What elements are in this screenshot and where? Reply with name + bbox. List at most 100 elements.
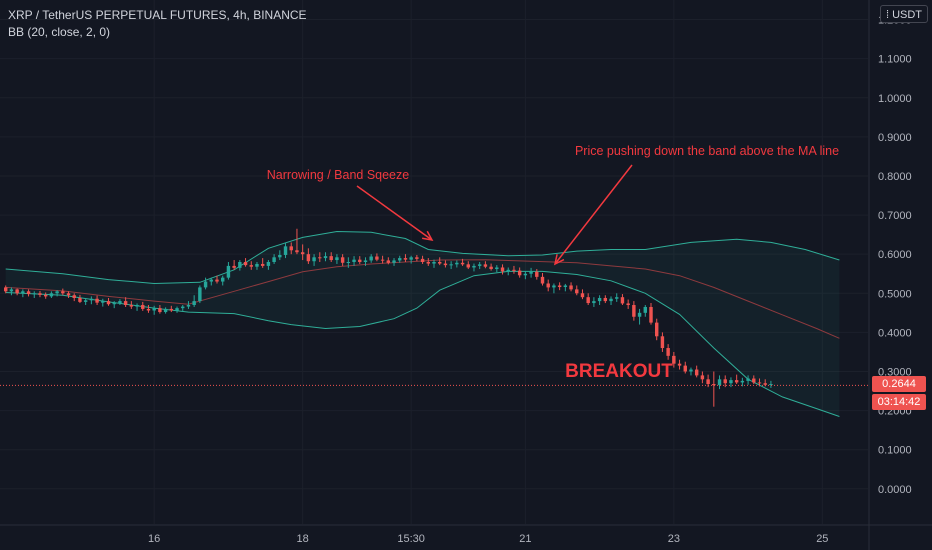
candle	[769, 380, 773, 388]
candle	[55, 290, 59, 297]
candle	[112, 301, 116, 309]
candle	[181, 305, 185, 311]
candle-body	[769, 384, 773, 386]
arrow-shaft	[554, 164, 633, 265]
candle-body	[529, 271, 533, 274]
annotation-squeeze: Narrowing / Band Sqeeze	[267, 168, 409, 182]
candle	[529, 267, 533, 278]
candle	[609, 296, 613, 306]
candle-body	[483, 264, 488, 267]
candle	[666, 344, 670, 360]
candle-body	[632, 305, 636, 317]
annotations: Narrowing / Band Sqeeze Price pushing do…	[267, 144, 839, 382]
candle	[66, 291, 71, 298]
candle-body	[363, 260, 368, 262]
candle-body	[232, 265, 236, 268]
candle-body	[437, 262, 442, 264]
arrow-squeeze	[356, 185, 434, 242]
candle-body	[403, 258, 408, 260]
candle-body	[563, 285, 568, 288]
candle	[392, 258, 396, 266]
candle-body	[340, 257, 345, 263]
candle	[460, 258, 465, 266]
y-tick-label: 0.3000	[878, 366, 912, 378]
candle-body	[546, 283, 550, 288]
candle	[249, 261, 253, 270]
candle-body	[78, 297, 82, 302]
candle-body	[557, 285, 562, 288]
y-tick-label: 0.7000	[878, 210, 912, 222]
candle	[163, 307, 168, 314]
candle-body	[203, 281, 208, 288]
candle-body	[523, 273, 528, 276]
y-tick-label: 1.0000	[878, 93, 912, 105]
candle-body	[740, 380, 745, 383]
candle	[358, 256, 362, 264]
candle	[557, 282, 562, 291]
candle-body	[723, 379, 727, 384]
candle-body	[700, 375, 705, 380]
candle-body	[460, 262, 465, 265]
candle-body	[683, 365, 687, 372]
candle	[660, 332, 665, 352]
candle-body	[135, 305, 139, 307]
candle-body	[192, 301, 196, 306]
currency-button[interactable]: ⁞ USDT	[880, 5, 928, 23]
candle-body	[38, 293, 42, 295]
candle-body	[677, 363, 682, 366]
candle-body	[477, 264, 482, 266]
candle-body	[66, 293, 71, 296]
candle-body	[637, 312, 642, 317]
candle	[266, 260, 271, 270]
candle-body	[375, 256, 379, 260]
x-tick-label: 16	[148, 533, 160, 545]
candle-body	[592, 301, 596, 304]
candle	[700, 371, 705, 384]
candle	[552, 283, 556, 294]
annotation-arrows	[356, 164, 633, 266]
candle	[740, 377, 745, 387]
candle	[232, 260, 236, 270]
candle-body	[517, 270, 522, 276]
candle	[569, 282, 573, 292]
candle	[123, 297, 128, 307]
candle	[243, 258, 248, 267]
candle-body	[249, 265, 253, 267]
candle	[318, 252, 322, 262]
candle-body	[335, 257, 339, 261]
candle	[643, 305, 648, 317]
candle	[380, 255, 385, 264]
candle	[306, 248, 311, 264]
candle-body	[689, 369, 693, 372]
candle-body	[26, 291, 31, 295]
candle-body	[443, 263, 448, 266]
x-tick-label: 25	[816, 533, 828, 545]
symbol-title: XRP / TetherUS PERPETUAL FUTURES, 4h, BI…	[8, 8, 307, 22]
candle	[689, 367, 693, 376]
bar-countdown-badge: 03:14:42	[872, 394, 926, 410]
candle	[203, 277, 208, 290]
candle	[483, 261, 488, 269]
price-axis[interactable]: 1.20001.10001.00000.90000.80000.70000.60…	[868, 0, 912, 550]
candle	[43, 292, 48, 299]
candle	[409, 255, 413, 264]
candle-body	[506, 269, 510, 272]
candle-body	[186, 305, 191, 307]
currency-label: USDT	[892, 9, 923, 21]
time-axis[interactable]: 16 18 15:30 21 23 25	[0, 524, 932, 545]
candle	[466, 261, 470, 270]
candle-body	[283, 246, 288, 255]
indicator-legend[interactable]: BB (20, close, 2, 0)	[8, 25, 111, 39]
candle	[83, 298, 88, 306]
candle-body	[369, 256, 373, 261]
candle-body	[49, 293, 54, 297]
candle	[72, 293, 76, 302]
candle-body	[449, 264, 453, 266]
candle-body	[61, 291, 65, 294]
candle-body	[649, 306, 653, 323]
y-tick-label: 0.6000	[878, 249, 912, 261]
last-price-badge: 0.2644	[872, 376, 926, 392]
candle	[489, 263, 493, 271]
candle-body	[220, 277, 225, 282]
